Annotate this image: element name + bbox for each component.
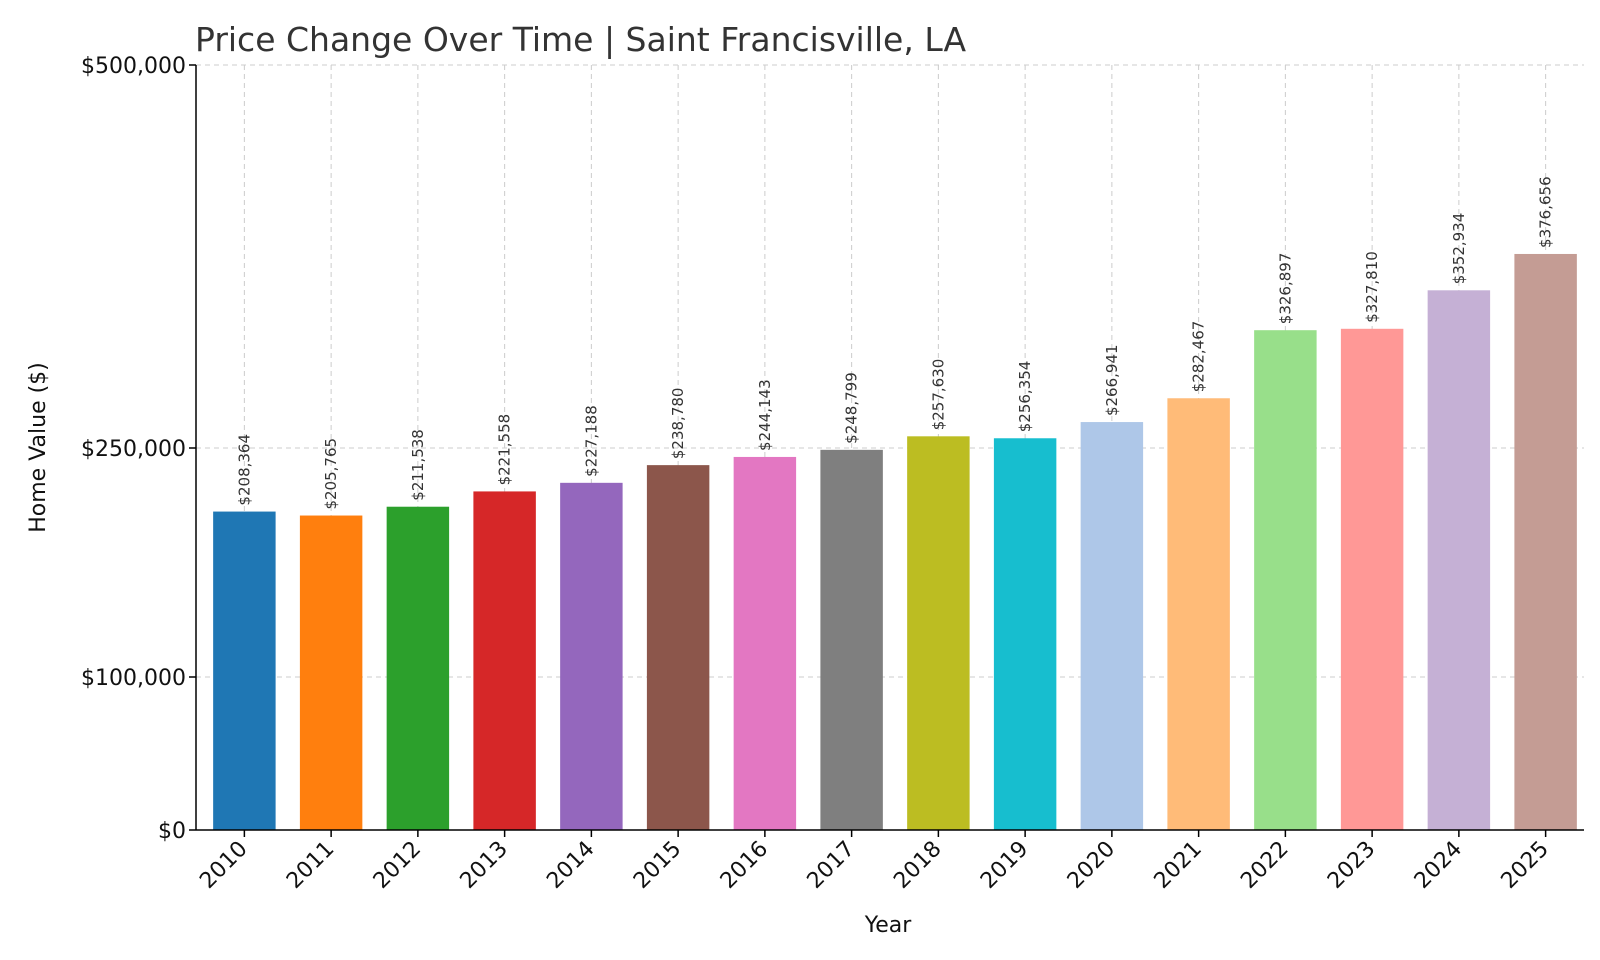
x-tick-label: 2019 [976, 837, 1033, 894]
data-label-2024: $352,934 [1450, 213, 1468, 285]
x-tick-label: 2012 [369, 837, 426, 894]
data-label-2023: $327,810 [1363, 251, 1381, 323]
data-label-2015: $238,780 [669, 388, 687, 460]
y-tick-label: $100,000 [81, 666, 186, 691]
bar-2015 [646, 465, 710, 830]
chart-title: Price Change Over Time | Saint Francisvi… [195, 20, 966, 59]
x-tick-label: 2021 [1150, 837, 1207, 894]
data-label-2020: $266,941 [1103, 344, 1121, 416]
x-tick-label: 2016 [716, 837, 773, 894]
x-tick-label: 2015 [629, 837, 686, 894]
bar-2011 [299, 515, 363, 830]
bar-2020 [1080, 422, 1144, 830]
data-label-2010: $208,364 [235, 434, 253, 506]
y-axis-label: Home Value ($) [26, 362, 51, 533]
x-tick-label: 2017 [803, 837, 860, 894]
bar-2024 [1427, 290, 1491, 830]
data-label-2012: $211,538 [409, 429, 427, 501]
y-tick-label: $0 [158, 819, 186, 844]
bar-2017 [820, 449, 883, 830]
x-tick-label: 2018 [889, 837, 946, 894]
data-label-2019: $256,354 [1016, 361, 1034, 433]
data-label-2022: $326,897 [1276, 253, 1294, 325]
data-label-2011: $205,765 [322, 438, 340, 510]
bar-2013 [473, 491, 536, 830]
x-tick-label: 2014 [542, 837, 599, 894]
bar-2010 [213, 511, 276, 830]
data-label-2021: $282,467 [1190, 321, 1208, 393]
bar-2019 [993, 438, 1057, 830]
bar-2022 [1254, 330, 1317, 830]
x-tick-label: 2010 [195, 837, 252, 894]
data-label-2014: $227,188 [582, 405, 600, 477]
x-tick-label: 2023 [1323, 837, 1380, 894]
x-tick-label: 2022 [1236, 837, 1293, 894]
data-label-2013: $221,558 [496, 414, 514, 486]
y-tick-label: $500,000 [81, 54, 186, 79]
bar-2025 [1514, 253, 1577, 830]
x-tick-label: 2013 [456, 837, 513, 894]
bar-2023 [1340, 328, 1404, 830]
x-tick-label: 2011 [282, 837, 339, 894]
bar-2018 [907, 436, 970, 830]
x-tick-label: 2020 [1063, 837, 1120, 894]
data-label-2018: $257,630 [929, 359, 947, 431]
x-axis-label: Year [864, 913, 913, 938]
bar-2021 [1167, 398, 1230, 830]
bar-2014 [560, 482, 623, 830]
x-tick-label: 2024 [1410, 837, 1467, 894]
data-labels: $208,364 $205,765 $211,538 $221,558 $227,188… [235, 176, 1554, 509]
y-tick-label: $250,000 [81, 437, 186, 462]
bar-2016 [733, 456, 797, 830]
data-label-2016: $244,143 [756, 379, 774, 451]
data-label-2017: $248,799 [843, 372, 861, 444]
x-tick-label: 2025 [1497, 837, 1554, 894]
bar-2012 [386, 506, 450, 830]
bars [213, 253, 1577, 830]
data-label-2025: $376,656 [1537, 176, 1555, 248]
